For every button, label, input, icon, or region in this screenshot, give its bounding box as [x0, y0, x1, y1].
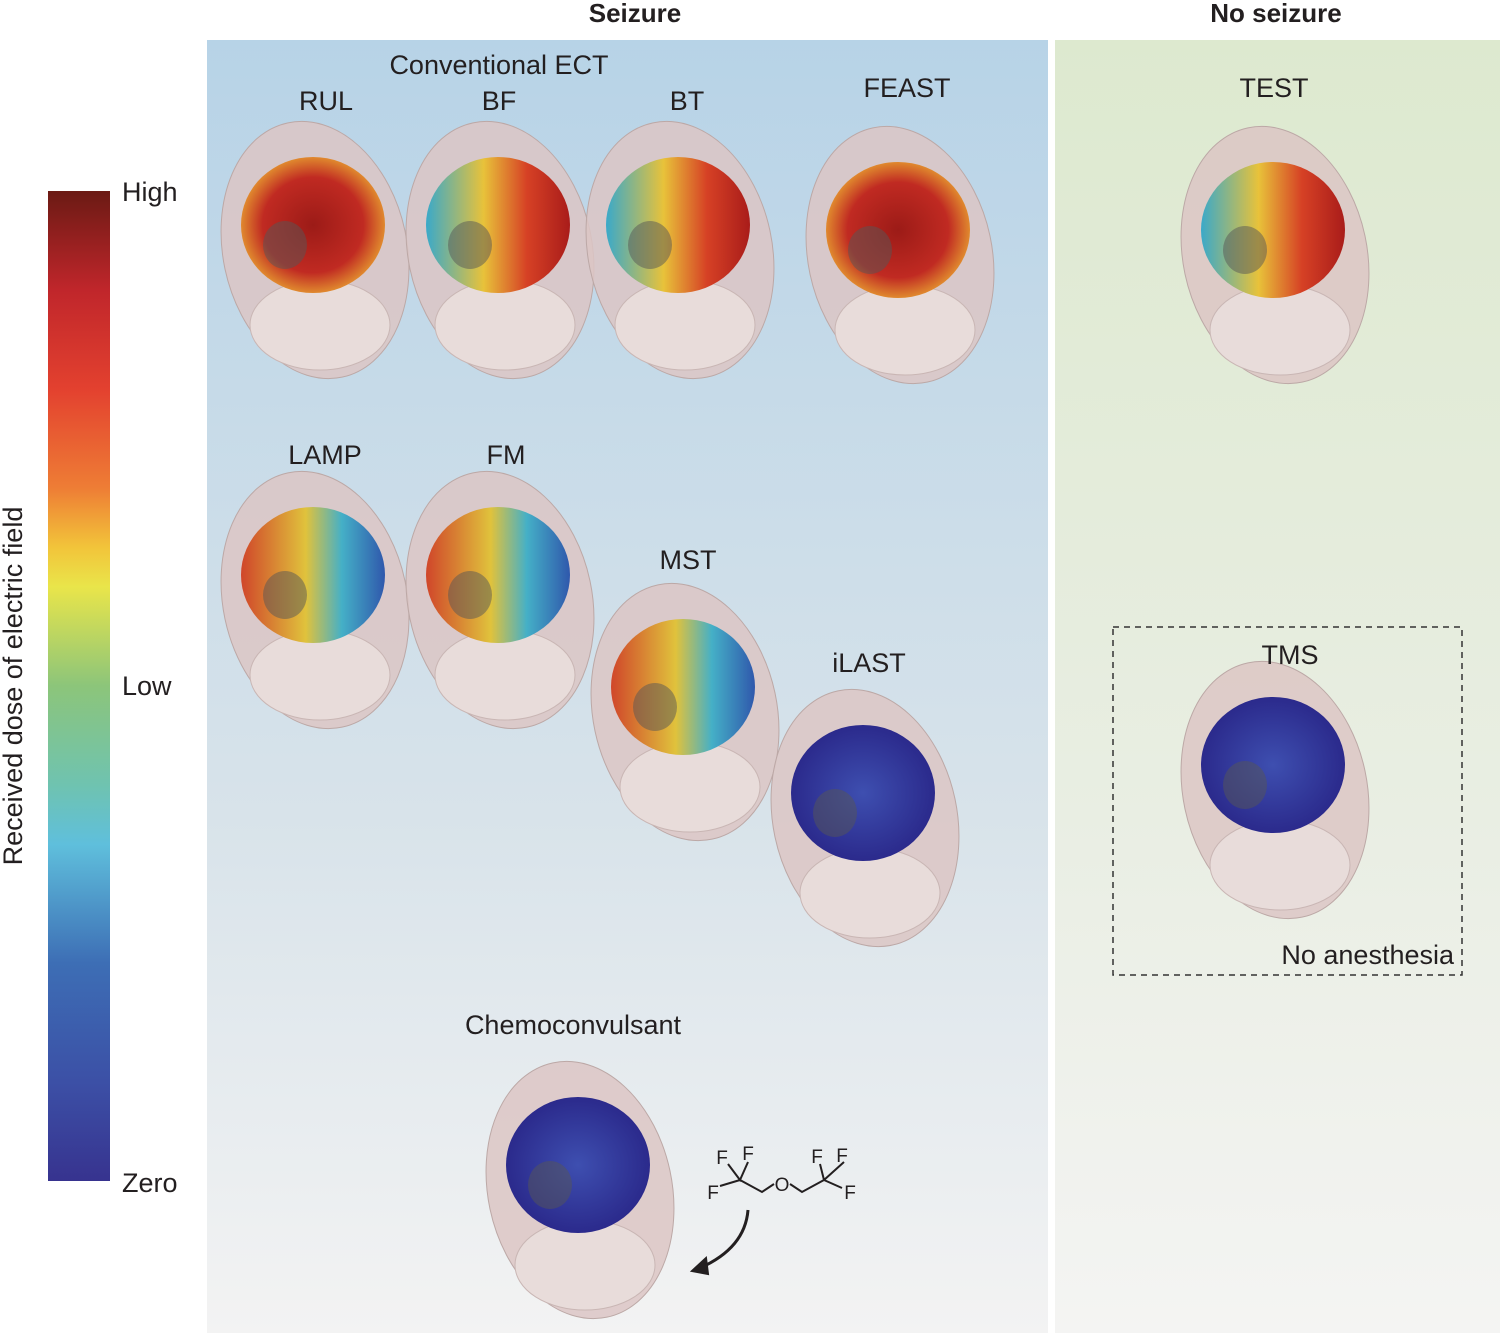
method-label: LAMP	[288, 440, 362, 470]
brain	[1201, 697, 1345, 833]
dashed-box	[1112, 626, 1463, 976]
colorbar-label: High	[122, 177, 178, 207]
method-label: RUL	[299, 86, 353, 116]
electrode	[448, 221, 492, 269]
colorbar-title: Received dose of electric field	[0, 507, 28, 866]
electrode	[263, 221, 307, 269]
method-label: BF	[482, 86, 517, 116]
atom-label: F	[844, 1183, 856, 1204]
method-label: Chemoconvulsant	[465, 1010, 682, 1040]
brains	[220, 120, 1370, 1320]
atom-label: F	[707, 1183, 719, 1204]
jaw	[434, 629, 576, 721]
jaw	[514, 1219, 656, 1311]
brain	[611, 619, 755, 755]
method-label: TEST	[1239, 73, 1308, 103]
electrode	[848, 226, 892, 274]
electrode	[1223, 226, 1267, 274]
method-label: TMS	[1262, 640, 1319, 670]
brain	[241, 157, 385, 293]
panel-title: Seizure	[589, 0, 682, 28]
jaw	[434, 279, 576, 371]
brain	[426, 157, 570, 293]
colorbar-label: Zero	[122, 1168, 178, 1198]
atom-label: O	[775, 1175, 790, 1196]
electrode	[528, 1161, 572, 1209]
brain	[506, 1097, 650, 1233]
molecule-bonds	[689, 1161, 845, 1276]
electrode	[263, 571, 307, 619]
note: No anesthesia	[1281, 940, 1455, 970]
electrode	[813, 789, 857, 837]
atom-label: F	[742, 1144, 754, 1165]
brain	[826, 162, 970, 298]
method-label: FEAST	[863, 73, 950, 103]
jaw	[834, 284, 976, 376]
atom-label: F	[836, 1146, 848, 1167]
brain	[1201, 162, 1345, 298]
electrode	[628, 221, 672, 269]
jaw	[1209, 819, 1351, 911]
atom-label: F	[716, 1148, 728, 1169]
method-label: MST	[660, 545, 717, 575]
method-label: BT	[670, 86, 705, 116]
jaw	[1209, 284, 1351, 376]
brain	[791, 725, 935, 861]
jaw	[619, 741, 761, 833]
electrode	[1223, 761, 1267, 809]
jaw	[249, 279, 391, 371]
brain	[241, 507, 385, 643]
method-label: iLAST	[832, 648, 906, 678]
method-label: FM	[487, 440, 526, 470]
electrode	[633, 683, 677, 731]
atom-label: F	[811, 1147, 823, 1168]
jaw	[799, 847, 941, 939]
jaw	[249, 629, 391, 721]
jaw	[614, 279, 756, 371]
group-label: Conventional ECT	[389, 50, 608, 80]
brain	[606, 157, 750, 293]
panel-title: No seizure	[1210, 0, 1342, 28]
molecule-atoms: F FF OF FF	[707, 1144, 856, 1204]
electrode	[448, 571, 492, 619]
brain	[426, 507, 570, 643]
colorbar-label: Low	[122, 671, 172, 701]
colorbar	[48, 191, 110, 1181]
